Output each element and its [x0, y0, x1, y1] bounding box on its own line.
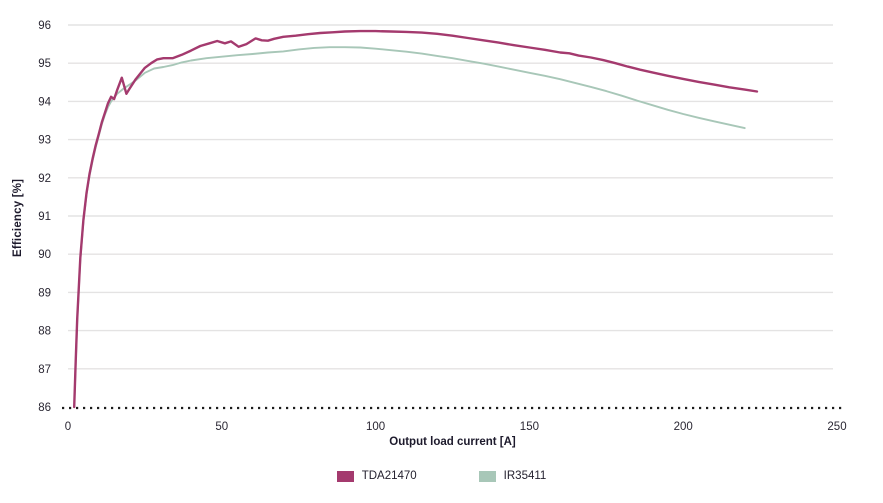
- legend-swatch-tda21470: [336, 470, 354, 482]
- y-tick-label-88: 88: [38, 326, 51, 338]
- legend-item-ir35411: IR35411: [478, 470, 547, 482]
- legend-swatch-ir35411: [478, 470, 496, 482]
- y-tick-label-87: 87: [38, 364, 51, 376]
- x-tick-label-150: 150: [520, 421, 539, 433]
- y-tick-label-90: 90: [38, 249, 51, 261]
- legend: TDA21470 IR35411: [0, 470, 883, 482]
- y-tick-label-95: 95: [38, 58, 51, 70]
- y-tick-label-93: 93: [38, 135, 51, 147]
- y-tick-label-86: 86: [38, 402, 51, 414]
- y-tick-label-92: 92: [38, 173, 51, 185]
- y-tick-label-96: 96: [38, 20, 51, 32]
- x-axis-title: Output load current [A]: [389, 436, 516, 448]
- x-tick-label-100: 100: [366, 421, 385, 433]
- x-tick-label-200: 200: [674, 421, 693, 433]
- legend-item-tda21470: TDA21470: [336, 470, 417, 482]
- x-tick-label-50: 50: [215, 421, 228, 433]
- legend-label-ir35411: IR35411: [503, 470, 547, 482]
- y-axis-title: Efficiency [%]: [12, 178, 24, 258]
- y-tick-label-89: 89: [38, 287, 51, 299]
- series-line-TDA21470: [72, 29, 759, 409]
- chart-canvas: 86 87 88 89 90 91 92 93 94 95 96 0 50 100 150 200 250: [38, 20, 846, 433]
- legend-label-tda21470: TDA21470: [361, 470, 417, 482]
- y-tick-label-91: 91: [38, 211, 51, 223]
- y-tick-label-94: 94: [38, 96, 51, 108]
- x-tick-label-250: 250: [827, 421, 846, 433]
- x-tick-label-0: 0: [65, 421, 71, 433]
